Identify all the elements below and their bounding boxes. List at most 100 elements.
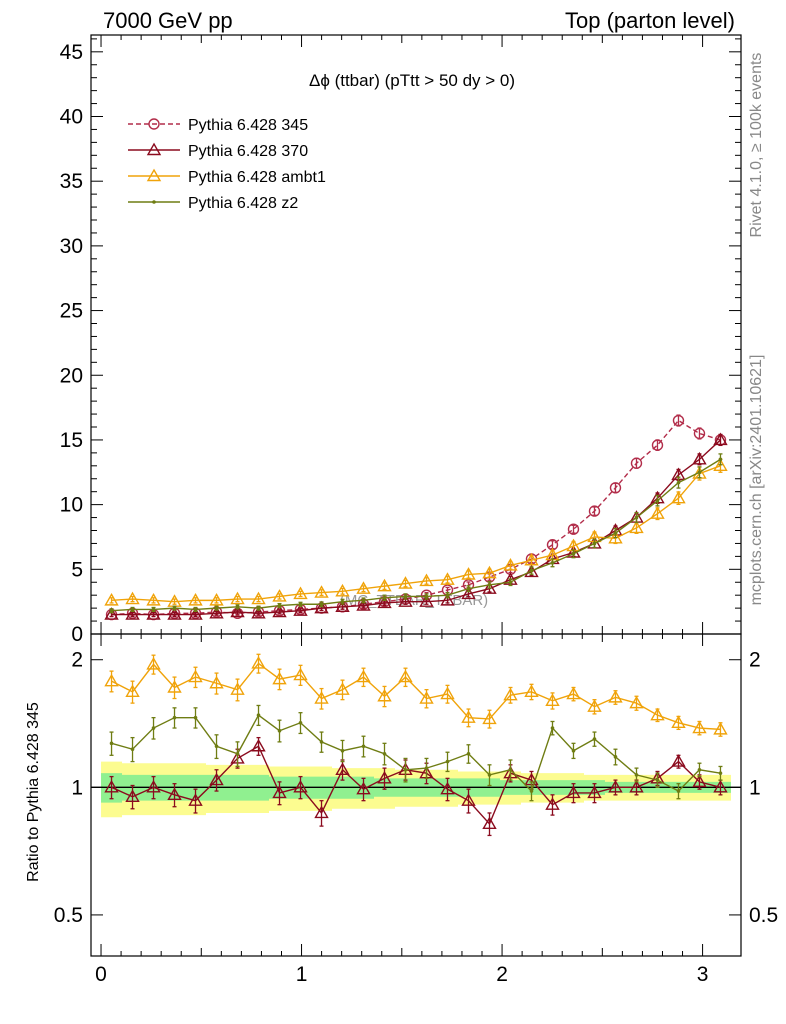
data-point — [109, 741, 114, 746]
data-point — [209, 675, 224, 689]
series-ambt1 — [104, 653, 728, 737]
data-point — [545, 797, 560, 810]
data-point — [550, 726, 555, 730]
data-point — [482, 565, 497, 579]
data-point — [592, 541, 597, 546]
data-point — [529, 568, 534, 573]
data-point — [151, 726, 156, 730]
data-point — [377, 688, 392, 702]
data-point — [314, 585, 329, 598]
x-tick-label: 0 — [95, 963, 107, 986]
data-point — [713, 432, 728, 446]
data-point — [650, 506, 665, 519]
data-point — [550, 561, 555, 565]
data-point — [524, 564, 539, 578]
data-point — [188, 669, 203, 683]
data-point — [398, 576, 413, 589]
data-point — [419, 594, 434, 607]
data-point — [524, 552, 539, 566]
data-point — [487, 583, 492, 587]
data-point — [272, 589, 287, 602]
data-point — [293, 667, 308, 681]
data-point — [482, 581, 497, 594]
data-point — [713, 458, 728, 472]
legend-marker-z2 — [152, 200, 156, 204]
data-point — [382, 595, 387, 600]
data-point — [167, 607, 182, 620]
data-point — [613, 755, 618, 759]
data-point — [377, 770, 392, 784]
series-line-ambt1 — [111, 662, 721, 731]
data-point — [440, 781, 455, 795]
data-point — [293, 603, 308, 616]
data-point — [230, 604, 245, 618]
data-point — [319, 740, 324, 744]
data-point — [125, 789, 140, 802]
data-point — [566, 686, 581, 700]
series-z2 — [109, 704, 723, 802]
data-point — [104, 607, 119, 620]
data-point — [629, 779, 644, 793]
data-point — [104, 673, 119, 687]
series-z2 — [109, 453, 723, 614]
data-point — [298, 720, 303, 725]
data-point — [188, 793, 203, 806]
data-point — [613, 531, 618, 535]
data-point — [403, 767, 408, 772]
data-point — [398, 594, 413, 607]
legend-label-ambt1: Pythia 6.428 ambt1 — [188, 169, 326, 186]
data-point — [440, 572, 455, 585]
data-point — [587, 785, 602, 799]
data-point — [571, 748, 576, 753]
data-point — [125, 607, 140, 620]
data-point — [377, 595, 392, 609]
data-point — [650, 707, 665, 721]
data-point — [188, 607, 203, 620]
data-point — [104, 779, 119, 793]
data-point — [235, 751, 240, 756]
data-point — [482, 816, 497, 830]
data-point — [272, 785, 287, 799]
data-point — [482, 711, 497, 725]
y-tick-label: 0 — [71, 623, 83, 646]
data-point — [251, 656, 266, 669]
data-point — [377, 578, 392, 592]
data-point — [361, 598, 366, 603]
data-point — [713, 721, 728, 735]
y-tick-label-right: 2 — [749, 649, 761, 672]
ratio-ylabel: Ratio to Pythia 6.428 345 — [25, 702, 42, 882]
data-point — [655, 498, 660, 503]
data-point — [672, 414, 685, 427]
data-point — [130, 747, 135, 752]
data-point — [272, 604, 287, 618]
data-point — [209, 772, 224, 786]
data-point — [277, 603, 282, 608]
data-point — [146, 779, 161, 793]
header-left: 7000 GeV pp — [103, 8, 233, 33]
data-point — [125, 684, 140, 698]
data-point — [461, 586, 476, 600]
y-tick-label: 30 — [60, 235, 83, 258]
data-point — [193, 607, 198, 612]
data-point — [277, 728, 282, 733]
data-point — [461, 710, 476, 723]
data-point — [214, 744, 219, 749]
panel-frame — [90, 633, 742, 957]
data-point — [697, 470, 702, 475]
data-point — [314, 805, 329, 819]
data-point — [630, 457, 643, 469]
data-point — [608, 530, 623, 544]
data-point — [461, 567, 476, 580]
data-point — [356, 669, 371, 683]
data-point — [146, 592, 161, 606]
data-point — [608, 689, 623, 703]
data-point — [588, 505, 601, 517]
data-point — [125, 591, 140, 605]
series-line-p370 — [111, 439, 721, 616]
data-point — [109, 608, 114, 613]
data-point — [314, 600, 329, 614]
header-right: Top (parton level) — [565, 8, 735, 33]
data-point — [487, 773, 492, 777]
y-tick-label: 10 — [60, 494, 83, 517]
data-point — [256, 606, 261, 610]
